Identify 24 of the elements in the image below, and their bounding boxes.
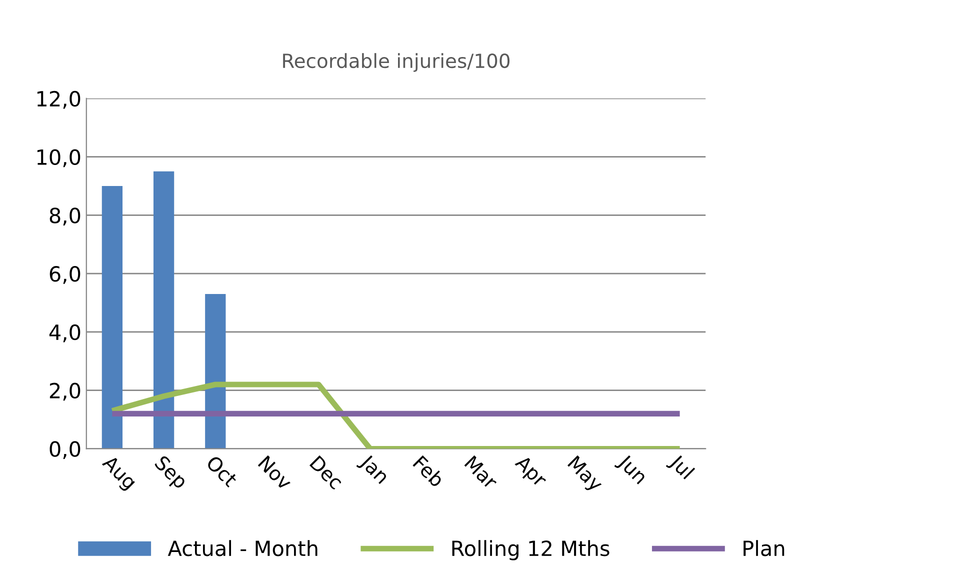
x-tick-label: Oct bbox=[206, 454, 239, 488]
x-tick-label: Jan bbox=[356, 453, 390, 487]
y-tick-label: 4,0 bbox=[49, 324, 80, 342]
legend-label: Rolling 12 Mths bbox=[452, 540, 610, 560]
bar bbox=[153, 171, 174, 449]
y-tick-label: 6,0 bbox=[50, 266, 80, 284]
bar bbox=[205, 294, 226, 449]
x-tick-label: Sep bbox=[151, 454, 189, 492]
chart-title: Recordable injuries/100 bbox=[283, 53, 510, 72]
x-tick-label: Apr bbox=[512, 454, 548, 491]
y-tick-label: 8,0 bbox=[50, 208, 80, 226]
legend-label: Actual - Month bbox=[168, 540, 318, 556]
y-tick-label: 0,0 bbox=[50, 441, 80, 460]
x-tick-label: Feb bbox=[412, 454, 446, 488]
bar bbox=[102, 186, 123, 449]
y-tick-label: 10,0 bbox=[37, 149, 80, 168]
legend-label: Plan bbox=[744, 540, 784, 556]
y-tick-label: 2,0 bbox=[50, 382, 80, 401]
x-tick-label: Jun bbox=[614, 453, 648, 488]
x-tick-label: Nov bbox=[258, 455, 293, 491]
x-tick-label: Aug bbox=[99, 454, 138, 492]
y-tick-label: 12,0 bbox=[37, 90, 80, 109]
x-tick-label: Jul bbox=[666, 452, 696, 482]
x-tick-label: Mar bbox=[464, 455, 499, 490]
